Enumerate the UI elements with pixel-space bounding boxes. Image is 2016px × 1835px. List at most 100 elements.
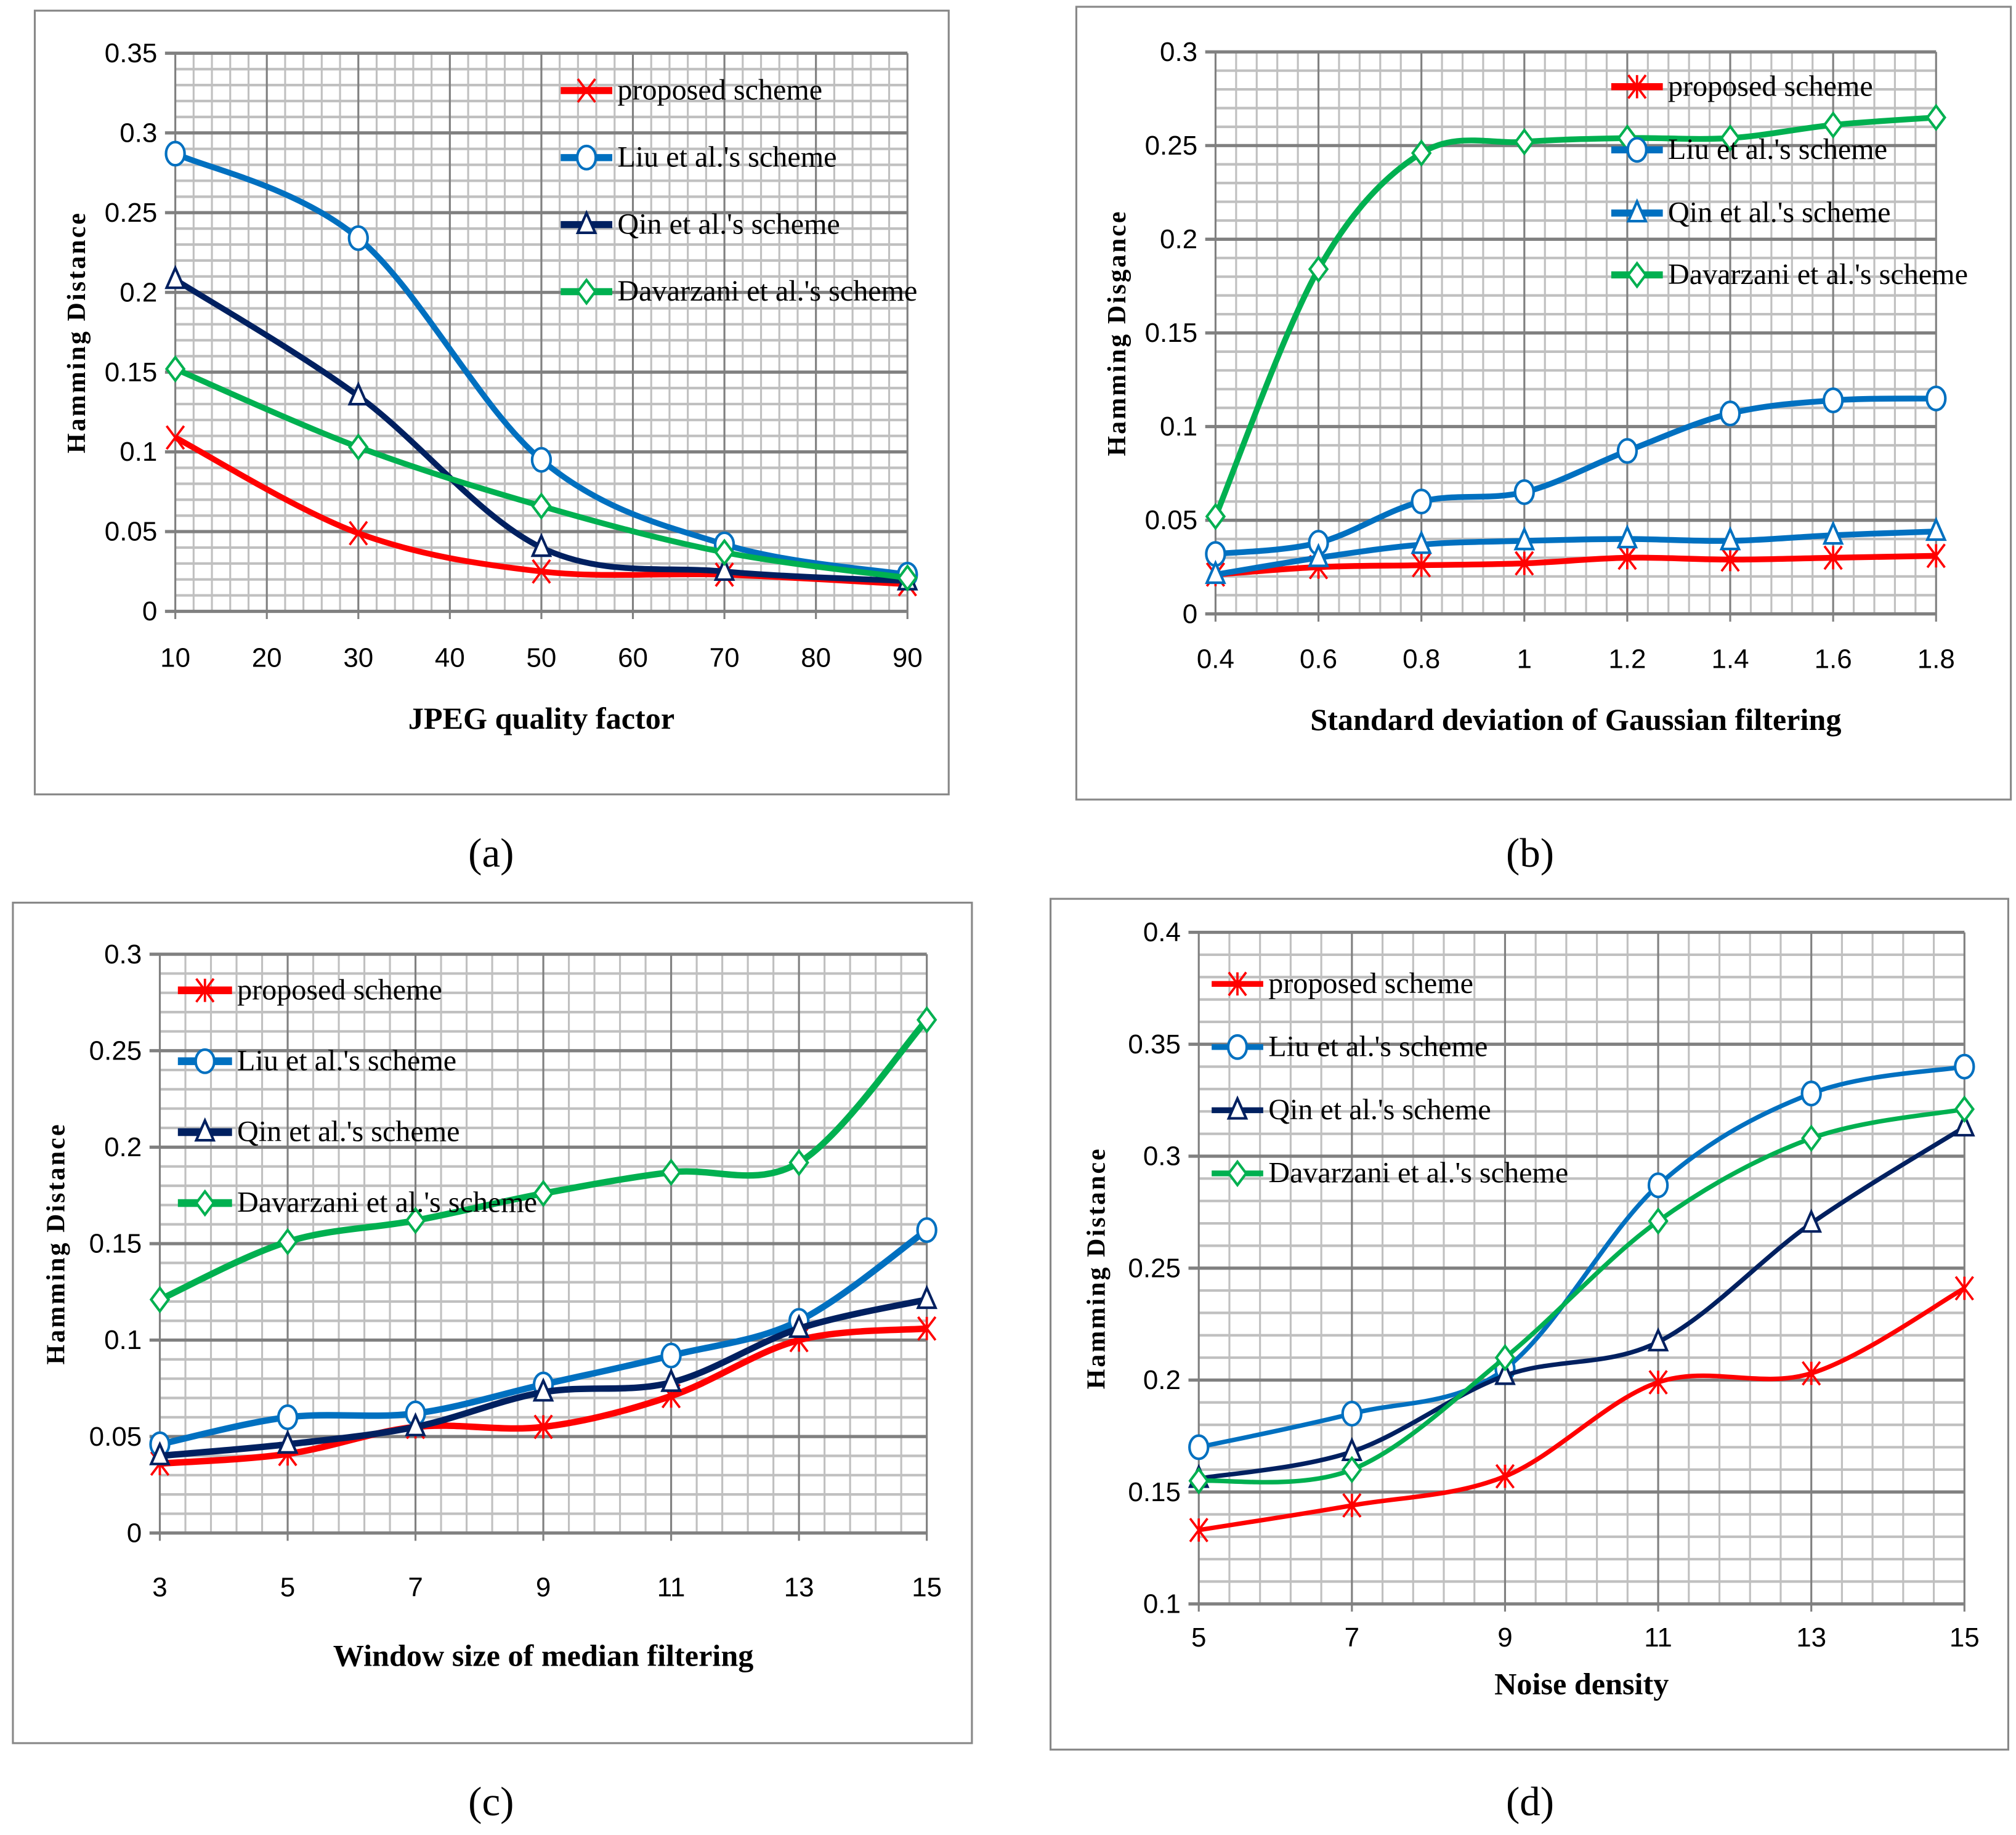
panel-caption: (c) (468, 1779, 514, 1825)
x-tick-label: 9 (1497, 1622, 1512, 1653)
asterisk-marker (1228, 971, 1247, 997)
legend-item: proposed scheme (1611, 70, 1873, 102)
asterisk-marker (1342, 1493, 1362, 1518)
triangle-marker (149, 1441, 171, 1465)
circle-marker (194, 1048, 216, 1074)
legend-label: Liu et al.'s scheme (1668, 133, 1887, 166)
asterisk-marker (1515, 551, 1534, 576)
series-proposed (1189, 1276, 1974, 1542)
circle-marker (1341, 1401, 1362, 1427)
series-davarzani (149, 1006, 937, 1314)
diamond-marker (277, 1228, 298, 1256)
legend-item: Liu et al.'s scheme (177, 1044, 456, 1077)
legend-item: proposed scheme (177, 973, 442, 1006)
x-tick-label: 13 (1796, 1622, 1826, 1653)
legend-item: Davarzani et al.'s scheme (177, 1186, 537, 1219)
triangle-marker (1800, 1209, 1823, 1233)
x-tick-label: 1 (1517, 644, 1532, 674)
legend-label: proposed scheme (617, 74, 822, 107)
x-tick-label: 7 (1345, 1622, 1359, 1653)
y-tick-label: 0.2 (1160, 224, 1197, 254)
x-axis-label: Noise density (1494, 1666, 1669, 1701)
legend-label: Davarzani et al.'s scheme (617, 275, 917, 307)
asterisk-marker (1412, 553, 1431, 578)
asterisk-marker (1627, 74, 1647, 99)
asterisk-marker (533, 1414, 553, 1440)
x-tick-label: 1.8 (1917, 644, 1955, 674)
y-tick-label: 0.2 (1143, 1365, 1181, 1395)
y-tick-label: 0.1 (1143, 1589, 1181, 1619)
triangle-marker (1953, 1112, 1975, 1137)
legend-label: proposed scheme (1268, 967, 1473, 1000)
x-tick-label: 13 (784, 1572, 814, 1602)
legend-label: Qin et al.'s scheme (237, 1116, 459, 1148)
y-tick-label: 0.25 (105, 198, 158, 228)
triangle-marker (530, 532, 553, 557)
x-tick-label: 11 (657, 1572, 686, 1602)
series-davarzani (164, 355, 918, 592)
x-tick-label: 40 (435, 642, 465, 673)
circle-marker (1188, 1434, 1210, 1460)
series-qin (1205, 516, 1947, 585)
diamond-marker (1188, 1467, 1209, 1495)
circle-marker (916, 1217, 937, 1243)
triangle-marker (532, 1377, 554, 1402)
triangle-marker (1647, 1327, 1669, 1351)
asterisk-marker (1954, 1276, 1974, 1301)
triangle-marker (1719, 526, 1741, 551)
triangle-marker (788, 1313, 810, 1339)
asterisk-marker (1720, 547, 1740, 572)
diamond-marker (1648, 1207, 1669, 1235)
legend-item: proposed scheme (561, 74, 822, 107)
y-tick-label: 0.15 (1145, 318, 1198, 348)
circle-marker (1226, 1034, 1249, 1060)
y-tick-label: 0.15 (1128, 1477, 1181, 1507)
x-tick-label: 20 (252, 642, 282, 673)
asterisk-marker (1189, 1517, 1208, 1542)
x-marker (349, 521, 368, 546)
y-tick-label: 0.35 (105, 38, 158, 68)
x-marker (532, 559, 551, 584)
triangle-marker (1226, 1095, 1249, 1120)
asterisk-marker (1823, 545, 1843, 570)
legend-label: proposed scheme (1668, 70, 1873, 102)
diamond-marker (531, 492, 552, 520)
y-tick-label: 0.2 (104, 1132, 142, 1162)
legend-label: Qin et al.'s scheme (1268, 1093, 1491, 1126)
x-tick-label: 90 (893, 642, 923, 673)
diamond-marker (660, 1158, 682, 1186)
legend-item: Davarzani et al.'s scheme (1611, 258, 1968, 291)
y-tick-label: 0.1 (1160, 411, 1197, 442)
grid (1188, 930, 1965, 1612)
triangle-marker (1494, 1361, 1516, 1385)
y-tick-label: 0.05 (105, 517, 158, 547)
legend-item: Qin et al.'s scheme (177, 1116, 460, 1148)
series-line (1215, 553, 1937, 578)
legend-item: Davarzani et al.'s scheme (561, 275, 917, 307)
circle-marker (1616, 438, 1638, 464)
diamond-marker (405, 1207, 426, 1234)
chart-panel-d: 5 7 9 11 13 15 0.1 0.15 0.2 0.25 0.3 0.35 0.4 Hamming… (1049, 897, 2010, 1751)
circle-marker (1513, 479, 1535, 505)
triangle-marker (164, 264, 186, 290)
legend-item: Qin et al.'s scheme (561, 208, 840, 240)
series-line (1198, 1286, 1966, 1533)
legend-item: Liu et al.'s scheme (561, 140, 837, 173)
diamond-marker (714, 538, 735, 567)
diamond-marker (1925, 103, 1946, 132)
triangle-marker (1411, 530, 1432, 554)
x-tick-label: 1.6 (1815, 644, 1852, 674)
x-tick-label: 3 (152, 1572, 167, 1602)
y-tick-label: 0 (142, 596, 157, 626)
triangle-marker (1308, 543, 1329, 567)
y-tick-label: 0.1 (119, 437, 157, 467)
legend-item: Liu et al.'s scheme (1212, 1030, 1488, 1063)
y-tick-label: 0.2 (119, 277, 157, 307)
legend: proposed scheme Liu et al.'s scheme Qin et… (1611, 70, 1968, 291)
triangle-marker (575, 209, 597, 234)
asterisk-marker (195, 978, 215, 1003)
diamond-marker (1514, 128, 1535, 156)
series-line (1215, 395, 1937, 557)
triangle-marker (660, 1367, 682, 1392)
